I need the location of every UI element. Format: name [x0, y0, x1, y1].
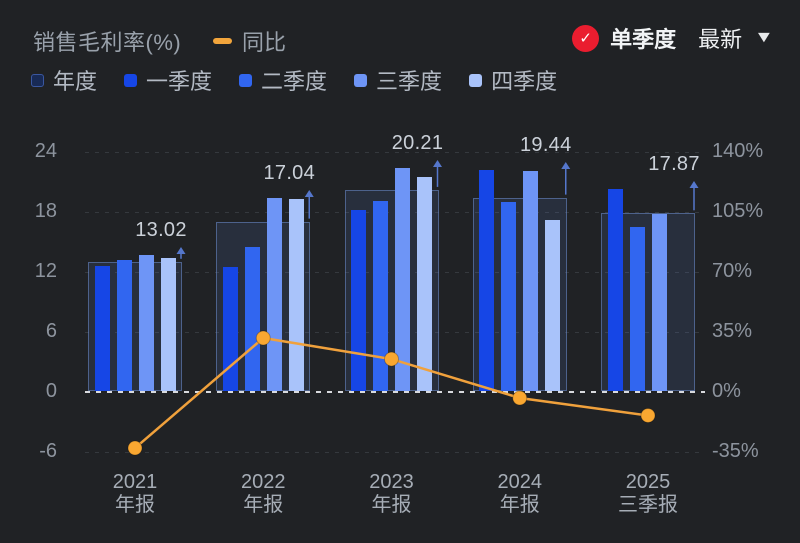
right-axis-tick: -35% [712, 440, 759, 462]
annual-value-label: 17.04 [263, 162, 316, 184]
annual-value-label: 17.87 [648, 153, 700, 175]
quarter-bar-2023-q4[interactable] [417, 177, 432, 391]
legend-swatch [124, 73, 138, 87]
quarter-bar-2023-q3[interactable] [395, 168, 410, 391]
legend-label: 三季度 [376, 69, 443, 94]
x-axis-label-2021: 2021 年报 [80, 471, 190, 517]
label-arrow-head [689, 181, 699, 188]
x-label-year: 2021 [112, 471, 158, 493]
quarter-bar-2021-q4[interactable] [160, 258, 176, 391]
legend-label: 一季度 [146, 69, 213, 94]
chart-title: 销售毛利率(%) [33, 30, 182, 55]
quarter-bar-2022-q1[interactable] [222, 267, 238, 391]
x-label-period: 年报 [115, 494, 155, 516]
quarter-bar-2024-q3[interactable] [523, 171, 539, 391]
left-axis-tick: 18 [34, 200, 57, 222]
right-axis-tick: 70% [712, 260, 753, 282]
zero-gridline [85, 391, 705, 393]
legend-swatch [354, 73, 368, 87]
x-axis-label-2024: 2024 年报 [465, 471, 575, 517]
quarter-bar-2021-q3[interactable] [138, 255, 154, 391]
annual-value-label: 20.21 [391, 132, 444, 154]
label-arrow-head [561, 162, 571, 169]
yoy-point-2024[interactable] [512, 390, 528, 406]
legend-swatch [469, 73, 483, 87]
left-axis-tick: 0 [45, 380, 57, 402]
yoy-point-2022[interactable] [255, 330, 271, 346]
right-axis-tick: 140% [712, 140, 764, 162]
x-label-period: 年报 [243, 494, 284, 516]
gridline [85, 212, 703, 213]
legend-item-q3[interactable]: 三季度 [354, 64, 442, 96]
quarter-bar-2025-q3[interactable] [651, 214, 667, 391]
legend-item-q4[interactable]: 四季度 [469, 64, 557, 96]
yoy-point-2025[interactable] [640, 407, 656, 423]
x-label-year: 2022 [241, 471, 286, 493]
quarter-bar-2024-q2[interactable] [501, 202, 517, 391]
legend-label: 二季度 [261, 69, 328, 94]
x-axis-label-2025: 2025 三季报 [593, 471, 703, 517]
legend-item-q1[interactable]: 一季度 [124, 64, 212, 96]
x-axis-label-2022: 2022 年报 [208, 471, 318, 517]
x-label-year: 2023 [369, 471, 414, 493]
label-arrow-head [433, 160, 442, 167]
single-quarter-label: 单季度 [610, 27, 677, 52]
label-arrow-head [304, 190, 314, 197]
x-label-period: 三季报 [618, 494, 678, 516]
label-arrow-head [176, 247, 186, 254]
latest-label: 最新 [698, 27, 743, 52]
left-axis-tick: 12 [34, 260, 57, 282]
quarter-bar-2022-q4[interactable] [288, 199, 304, 391]
legend-label: 四季度 [491, 69, 558, 94]
header-controls: ✓ 单季度 最新 ▼ [572, 22, 774, 54]
chevron-down-icon: ▼ [754, 29, 774, 46]
yoy-line-swatch [213, 38, 232, 44]
checkmark-icon: ✓ [572, 24, 600, 52]
left-axis-tick: 6 [45, 320, 57, 342]
x-label-year: 2025 [625, 471, 671, 493]
legend-item-yoy[interactable]: 同比 [213, 25, 286, 57]
yoy-point-2023[interactable] [384, 351, 399, 367]
x-label-period: 年报 [371, 494, 412, 516]
quarter-bar-2021-q1[interactable] [94, 266, 110, 391]
legend-swatch [31, 73, 44, 87]
gridline [85, 152, 703, 153]
annual-value-label: 19.44 [519, 134, 572, 156]
series-legend: 年度 一季度 二季度 三季度 四季度 [31, 64, 557, 96]
quarter-bar-2024-q4[interactable] [545, 220, 561, 391]
right-axis-tick: 35% [712, 320, 753, 342]
left-axis-tick: -6 [39, 440, 57, 462]
quarter-bar-2025-q1[interactable] [607, 189, 623, 391]
annual-value-label: 13.02 [135, 219, 187, 241]
yoy-point-2021[interactable] [127, 440, 143, 456]
right-axis-tick: 0% [712, 380, 741, 402]
x-label-year: 2024 [497, 471, 543, 493]
quarter-bar-2022-q3[interactable] [266, 198, 282, 391]
single-quarter-toggle[interactable]: ✓ 单季度 [572, 22, 676, 54]
quarter-bar-2024-q1[interactable] [479, 170, 495, 391]
quarter-bar-2023-q1[interactable] [351, 210, 366, 391]
quarter-bar-2021-q2[interactable] [116, 260, 132, 391]
gridline [85, 452, 703, 453]
legend-item-q2[interactable]: 二季度 [239, 64, 327, 96]
legend-swatch [239, 73, 253, 87]
quarter-bar-2025-q2[interactable] [629, 227, 645, 391]
latest-dropdown[interactable]: 最新 ▼ [698, 22, 774, 54]
yoy-label: 同比 [242, 30, 287, 55]
legend-item-annual[interactable]: 年度 [31, 64, 97, 96]
quarter-bar-2022-q2[interactable] [244, 247, 260, 391]
gridline [85, 272, 703, 273]
left-axis-tick: 24 [34, 140, 57, 162]
right-axis-tick: 105% [712, 200, 764, 222]
legend-label: 年度 [53, 69, 98, 94]
x-label-period: 年报 [499, 494, 540, 516]
x-axis-label-2023: 2023 年报 [337, 471, 447, 517]
gridline [85, 332, 703, 333]
